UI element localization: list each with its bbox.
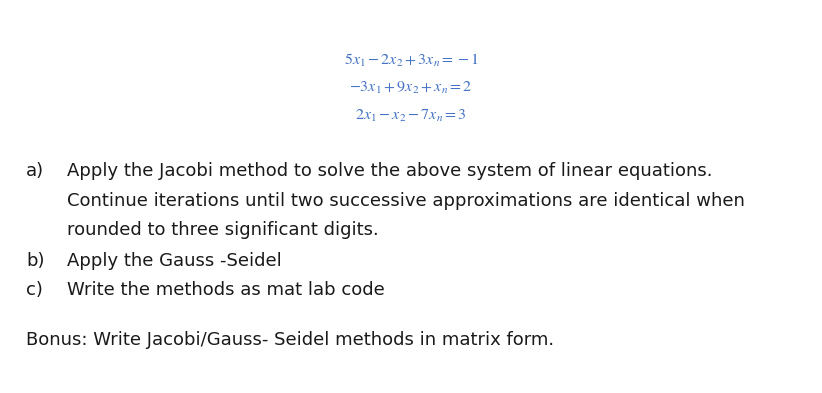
- Text: Apply the Jacobi method to solve the above system of linear equations.: Apply the Jacobi method to solve the abo…: [67, 162, 713, 180]
- Text: Apply the Gauss -Seidel: Apply the Gauss -Seidel: [67, 252, 282, 270]
- Text: b): b): [26, 252, 45, 270]
- Text: Continue iterations until two successive approximations are identical when: Continue iterations until two successive…: [67, 192, 746, 210]
- Text: Bonus: Write Jacobi/Gauss- Seidel methods in matrix form.: Bonus: Write Jacobi/Gauss- Seidel method…: [26, 331, 554, 349]
- Text: $2x_1 - x_2 - 7x_n = 3$: $2x_1 - x_2 - 7x_n = 3$: [355, 108, 467, 124]
- Text: c): c): [26, 281, 44, 299]
- Text: Write the methods as mat lab code: Write the methods as mat lab code: [67, 281, 386, 299]
- Text: $5x_1 - 2x_2 + 3x_n = -1$: $5x_1 - 2x_2 + 3x_n = -1$: [344, 52, 478, 70]
- Text: rounded to three significant digits.: rounded to three significant digits.: [67, 221, 379, 239]
- Text: a): a): [26, 162, 44, 180]
- Text: $-3x_1 + 9x_2 + x_n = 2$: $-3x_1 + 9x_2 + x_n = 2$: [349, 81, 473, 96]
